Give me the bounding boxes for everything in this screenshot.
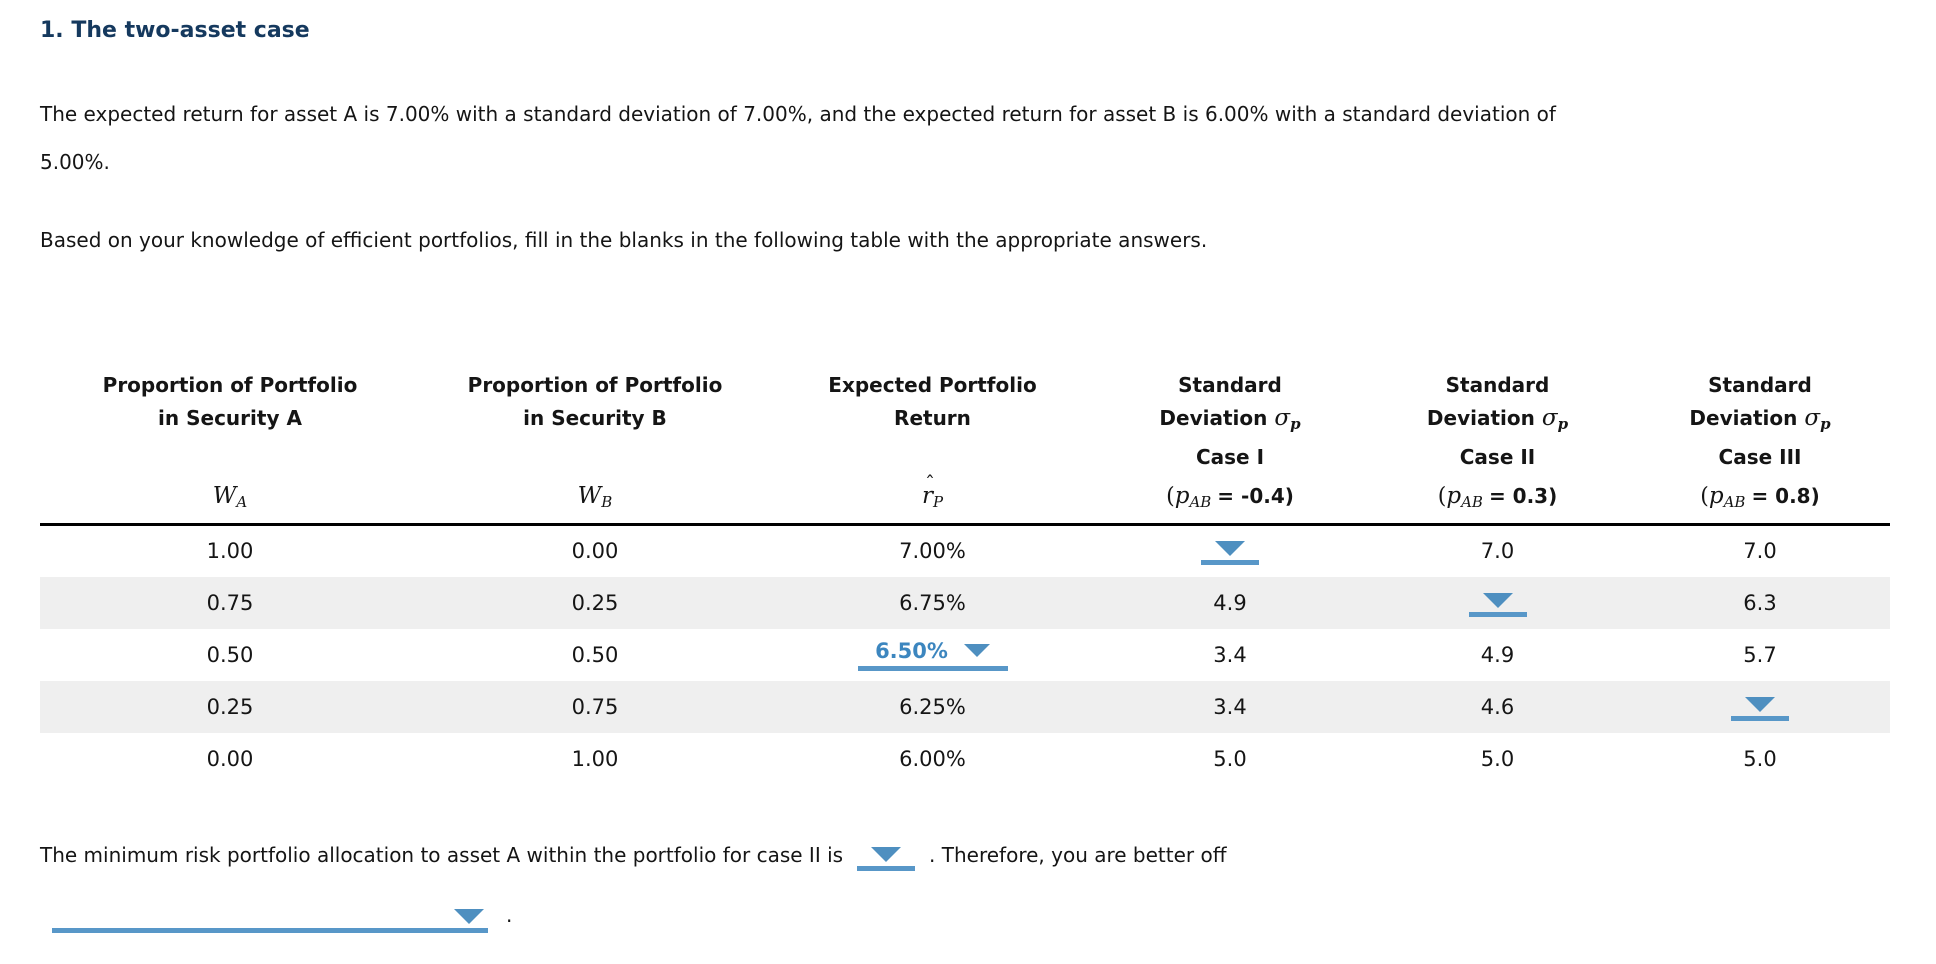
- triangle-down-icon: [963, 644, 990, 657]
- cell-return: 6.25%: [899, 694, 966, 719]
- dropdown-underline: [857, 865, 916, 871]
- rho-case2-symbol: (pAB = 0.3): [1437, 483, 1558, 511]
- page-title: 1. The two-asset case: [40, 18, 310, 43]
- case-label: Case I: [1195, 445, 1265, 469]
- cell-weight-a: 0.00: [206, 746, 254, 771]
- rho-case1-symbol: (pAB = -0.4): [1166, 483, 1294, 511]
- col-header-security-a: Proportion of Portfolio in Security A WA: [40, 369, 420, 526]
- min-risk-sentence: The minimum risk portfolio allocation to…: [40, 841, 1896, 871]
- cell-weight-a: 0.25: [206, 694, 254, 719]
- cell-weight-b: 0.00: [571, 539, 619, 564]
- col-header-label: Proportion of Portfolio: [467, 373, 723, 397]
- cell-return: 6.00%: [899, 746, 966, 771]
- cell-weight-a: 0.75: [206, 590, 254, 615]
- cell-case3: 5.0: [1743, 746, 1777, 771]
- cell-case1: 3.4: [1213, 694, 1247, 719]
- table-row: 0.75 0.25 6.75% 4.9 6.3: [40, 576, 1890, 629]
- cell-weight-a: 0.50: [206, 642, 254, 667]
- answer-dropdown-blank[interactable]: [1201, 541, 1259, 566]
- dropdown-underline: [52, 927, 488, 933]
- sentence-before-blank: The minimum risk portfolio allocation to…: [40, 842, 844, 867]
- better-off-blank-line: .: [52, 899, 1896, 933]
- dropdown-underline: [857, 665, 1008, 671]
- cell-case3: 7.0: [1743, 539, 1777, 564]
- return-symbol: ˆ rP: [921, 471, 944, 511]
- answer-dropdown-blank[interactable]: [1468, 592, 1527, 617]
- col-header-case3: Standard Deviation σp Case III (pAB = 0.8): [1630, 369, 1890, 526]
- cell-weight-b: 0.75: [571, 694, 619, 719]
- col-header-label: Proportion of Portfolio: [102, 373, 358, 397]
- case-label: Case II: [1459, 445, 1536, 469]
- col-header-label: in Security B: [523, 406, 667, 430]
- triangle-down-icon: [1215, 541, 1245, 557]
- triangle-down-icon: [1745, 696, 1775, 712]
- col-header-case2: Standard Deviation σp Case II (pAB = 0.3): [1365, 369, 1630, 526]
- cell-case3: 5.7: [1743, 642, 1777, 667]
- instruction-paragraph: Based on your knowledge of efficient por…: [40, 228, 1208, 252]
- triangle-down-icon: [1482, 592, 1513, 608]
- cell-weight-b: 1.00: [571, 746, 619, 771]
- cell-case1: [1095, 525, 1365, 577]
- col-header-expected-return: Expected Portfolio Return ˆ rP: [770, 369, 1095, 526]
- cell-return: 6.50%: [770, 629, 1095, 681]
- col-header-label: in Security A: [158, 406, 302, 430]
- col-header-label: Deviation σp: [1159, 405, 1301, 433]
- trailing-period: .: [506, 902, 513, 927]
- dropdown-underline: [1468, 611, 1527, 617]
- cell-case3: 6.3: [1743, 590, 1777, 615]
- cell-case1: 3.4: [1213, 642, 1247, 667]
- weight-a-symbol: WA: [212, 483, 248, 511]
- cell-case2: 4.6: [1480, 694, 1515, 719]
- col-header-label: Standard: [1445, 373, 1550, 397]
- cell-return: 6.75%: [899, 590, 966, 615]
- intro-paragraph: The expected return for asset A is 7.00%…: [40, 102, 1556, 174]
- min-risk-answer-dropdown[interactable]: [857, 846, 916, 871]
- cell-weight-b: 0.25: [571, 590, 619, 615]
- cell-case1: 4.9: [1213, 590, 1247, 615]
- cell-weight-a: 1.00: [206, 539, 254, 564]
- cell-case2: 5.0: [1480, 746, 1515, 771]
- dropdown-underline: [1731, 715, 1789, 721]
- col-header-security-b: Proportion of Portfolio in Security B WB: [420, 369, 770, 526]
- cell-weight-b: 0.50: [571, 642, 619, 667]
- triangle-down-icon: [454, 908, 484, 924]
- selected-answer-text: 6.50%: [875, 638, 948, 663]
- triangle-down-icon: [871, 846, 902, 862]
- better-off-answer-dropdown[interactable]: [52, 899, 488, 933]
- weight-b-symbol: WB: [577, 483, 613, 511]
- table-header-row: Proportion of Portfolio in Security A WA…: [40, 369, 1890, 526]
- cell-case3: [1630, 681, 1890, 733]
- table-row: 0.25 0.75 6.25% 3.4 4.6: [40, 680, 1890, 733]
- cell-case2: 4.9: [1480, 642, 1515, 667]
- cell-return: 7.00%: [899, 539, 966, 564]
- sentence-after-blank: . Therefore, you are better off: [929, 842, 1227, 867]
- portfolio-table: Proportion of Portfolio in Security A WA…: [40, 369, 1890, 785]
- table-row: 0.00 1.00 6.00% 5.0 5.0 5.0: [40, 733, 1890, 785]
- col-header-label: Standard: [1178, 373, 1282, 397]
- quiz-page: 1. The two-asset case The expected retur…: [40, 18, 1896, 933]
- dropdown-underline: [1201, 560, 1259, 566]
- cell-case2: [1365, 577, 1630, 629]
- col-header-label: Deviation σp: [1689, 405, 1831, 433]
- answer-dropdown-blank[interactable]: [1731, 696, 1789, 721]
- return-dropdown-selected[interactable]: 6.50%: [857, 638, 1008, 671]
- col-header-label: Return: [894, 406, 971, 430]
- case-label: Case III: [1718, 445, 1802, 469]
- col-header-label: Deviation σp: [1426, 405, 1569, 433]
- rho-case3-symbol: (pAB = 0.8): [1700, 483, 1820, 511]
- col-header-label: Expected Portfolio: [828, 373, 1037, 397]
- table-row: 0.50 0.50 6.50% 3.4 4.9 5.7: [40, 629, 1890, 681]
- col-header-label: Standard: [1708, 373, 1812, 397]
- table-row: 1.00 0.00 7.00% 7.0 7.0: [40, 525, 1890, 577]
- col-header-case1: Standard Deviation σp Case I (pAB = -0.4): [1095, 369, 1365, 526]
- cell-case1: 5.0: [1213, 746, 1247, 771]
- cell-case2: 7.0: [1480, 539, 1515, 564]
